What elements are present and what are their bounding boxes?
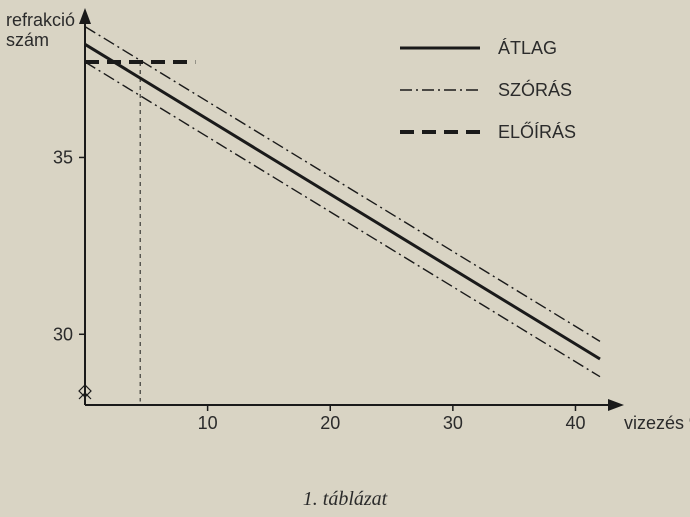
svg-text:10: 10: [198, 413, 218, 433]
line-chart: 30 35 10 20 30 40 refrakciószám vizezés % ÁTLAG S…: [0, 0, 690, 470]
svg-text:szám: szám: [6, 30, 49, 50]
page-root: 30 35 10 20 30 40 refrakciószám vizezés % ÁTLAG S…: [0, 0, 690, 517]
chart-container: 30 35 10 20 30 40 refrakciószám vizezés % ÁTLAG S…: [0, 0, 690, 470]
svg-text:30: 30: [53, 324, 73, 344]
svg-text:ÁTLAG: ÁTLAG: [498, 38, 557, 58]
svg-text:20: 20: [320, 413, 340, 433]
svg-text:vizezés %: vizezés %: [624, 413, 690, 433]
svg-text:SZÓRÁS: SZÓRÁS: [498, 79, 572, 100]
chart-caption: 1. táblázat: [0, 488, 690, 511]
svg-text:30: 30: [443, 413, 463, 433]
svg-text:40: 40: [565, 413, 585, 433]
svg-text:ELŐÍRÁS: ELŐÍRÁS: [498, 121, 576, 142]
svg-text:35: 35: [53, 147, 73, 167]
svg-text:refrakció: refrakció: [6, 10, 75, 30]
